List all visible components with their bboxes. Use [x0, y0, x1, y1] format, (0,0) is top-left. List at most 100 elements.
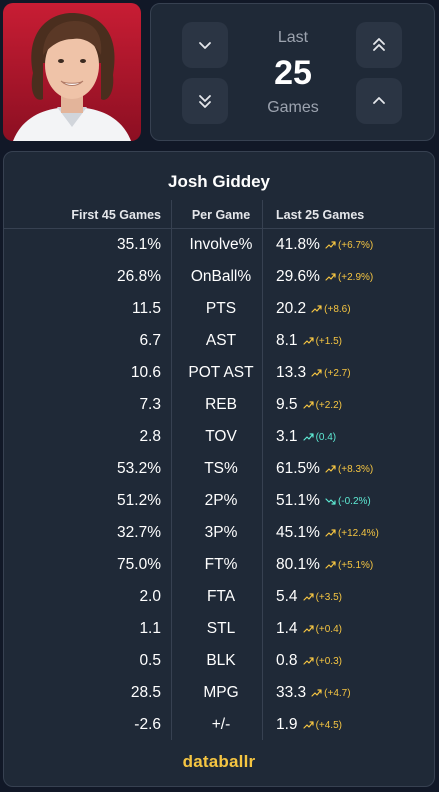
- increase-five-button[interactable]: [356, 22, 402, 68]
- decrease-five-button[interactable]: [182, 78, 228, 124]
- games-label: Games: [267, 99, 319, 116]
- trend-up-icon: [325, 465, 336, 473]
- last-games-value: 5.4: [276, 588, 298, 605]
- delta-value: (+4.5): [315, 720, 342, 731]
- table-row: 51.2% 2P% 51.1% (-0.2%): [4, 485, 434, 517]
- table-row: -2.6 +/- 1.9 (+4.5): [4, 709, 434, 741]
- table-row: 10.6 POT AST 13.3 (+2.7): [4, 357, 434, 389]
- trend-up-icon: [311, 305, 322, 313]
- stat-label: POT AST: [188, 364, 254, 381]
- trend-up-icon: [311, 369, 322, 377]
- delta-value: (+2.7): [324, 368, 351, 379]
- trend-up-icon: [302, 657, 314, 665]
- last-games-cell: 51.1% (-0.2%): [276, 492, 371, 510]
- trend-up-icon: [325, 529, 336, 537]
- last-games-cell: 1.9 (+4.5): [276, 716, 342, 734]
- last-games-value: 8.1: [276, 332, 298, 349]
- trend-up-icon: [302, 401, 314, 409]
- trend-up-icon: [302, 625, 314, 633]
- player-photo: [3, 3, 141, 141]
- header-last: Last 25 Games: [276, 208, 365, 222]
- last-games-cell: 41.8% (+6.7%): [276, 236, 373, 254]
- last-games-cell: 61.5% (+8.3%): [276, 460, 373, 478]
- decrease-one-button[interactable]: [182, 22, 228, 68]
- first-games-value: 7.3: [139, 396, 161, 413]
- trend-up-icon: [302, 433, 314, 441]
- stat-label: OnBall%: [190, 268, 252, 285]
- last-games-cell: 13.3 (+2.7): [276, 364, 351, 382]
- chevron-up-icon: [373, 97, 385, 104]
- header-divider: [4, 228, 434, 229]
- stat-label: 2P%: [204, 492, 238, 509]
- stats-table: 35.1% Involve% 41.8% (+6.7%) 26.8% OnBall% 29.…: [4, 229, 434, 741]
- last-games-value: 1.4: [276, 620, 298, 637]
- delta-value: (+3.5): [315, 592, 342, 603]
- first-games-value: 26.8%: [117, 268, 161, 285]
- first-games-value: 2.0: [139, 588, 161, 605]
- delta-value: (+0.3): [315, 656, 342, 667]
- trend-up-icon: [302, 593, 314, 601]
- last-games-value: 0.8: [276, 652, 298, 669]
- first-games-value: -2.6: [134, 716, 161, 733]
- last-games-value: 33.3: [276, 684, 307, 701]
- first-games-value: 32.7%: [117, 524, 161, 541]
- first-games-value: 6.7: [139, 332, 161, 349]
- last-games-cell: 8.1 (+1.5): [276, 332, 342, 350]
- last-games-cell: 80.1% (+5.1%): [276, 556, 373, 574]
- stat-label: STL: [206, 620, 236, 637]
- brand-logo: databallr: [182, 752, 256, 771]
- stat-label: Involve%: [189, 236, 253, 253]
- table-row: 0.5 BLK 0.8 (+0.3): [4, 645, 434, 677]
- last-games-value: 51.1%: [276, 492, 320, 509]
- table-row: 28.5 MPG 33.3 (+4.7): [4, 677, 434, 709]
- trend-up-icon: [325, 561, 336, 569]
- stat-label: 3P%: [204, 524, 238, 541]
- delta-value: (+6.7%): [337, 240, 374, 251]
- table-row: 1.1 STL 1.4 (+0.4): [4, 613, 434, 645]
- last-games-cell: 0.8 (+0.3): [276, 652, 342, 670]
- table-row: 6.7 AST 8.1 (+1.5): [4, 325, 434, 357]
- trend-up-icon: [325, 273, 336, 281]
- first-games-value: 11.5: [131, 300, 161, 317]
- comparison-card: Josh Giddey First 45 Games Per Game Last…: [3, 151, 435, 787]
- delta-value: (+12.4%): [337, 528, 379, 539]
- last-games-value: 3.1: [276, 428, 298, 445]
- last-games-cell: 3.1 (0.4): [276, 428, 336, 446]
- player-name: Josh Giddey: [167, 172, 271, 191]
- first-games-value: 28.5: [130, 684, 161, 701]
- range-controls: Last 25 Games: [150, 3, 435, 141]
- delta-value: (+1.5): [315, 336, 342, 347]
- trend-up-icon: [325, 241, 336, 249]
- stat-label: TOV: [205, 428, 237, 445]
- delta-value: (+0.4): [315, 624, 342, 635]
- delta-value: (+8.6): [324, 304, 351, 315]
- delta-value: (+4.7): [324, 688, 351, 699]
- table-row: 2.8 TOV 3.1 (0.4): [4, 421, 434, 453]
- last-games-value: 80.1%: [276, 556, 320, 573]
- first-games-value: 53.2%: [117, 460, 161, 477]
- table-row: 7.3 REB 9.5 (+2.2): [4, 389, 434, 421]
- first-games-value: 51.2%: [117, 492, 161, 509]
- stat-label: BLK: [206, 652, 236, 669]
- column-divider-left: [171, 200, 172, 740]
- last-games-cell: 1.4 (+0.4): [276, 620, 342, 638]
- last-games-cell: 20.2 (+8.6): [276, 300, 351, 318]
- last-games-value: 13.3: [276, 364, 307, 381]
- first-games-value: 75.0%: [117, 556, 161, 573]
- increase-one-button[interactable]: [356, 78, 402, 124]
- table-row: 53.2% TS% 61.5% (+8.3%): [4, 453, 434, 485]
- last-games-cell: 9.5 (+2.2): [276, 396, 342, 414]
- table-row: 2.0 FTA 5.4 (+3.5): [4, 581, 434, 613]
- stat-label: AST: [205, 332, 237, 349]
- player-headshot-icon: [13, 13, 131, 141]
- delta-value: (+2.2): [315, 400, 342, 411]
- table-row: 26.8% OnBall% 29.6% (+2.9%): [4, 261, 434, 293]
- first-games-value: 0.5: [139, 652, 161, 669]
- first-games-value: 35.1%: [117, 236, 161, 253]
- delta-value: (+5.1%): [337, 560, 374, 571]
- double-chevron-down-icon: [199, 95, 211, 108]
- last-games-value: 1.9: [276, 716, 298, 733]
- last-label: Last: [277, 29, 309, 46]
- delta-value: (-0.2%): [337, 496, 371, 507]
- last-games-cell: 5.4 (+3.5): [276, 588, 342, 606]
